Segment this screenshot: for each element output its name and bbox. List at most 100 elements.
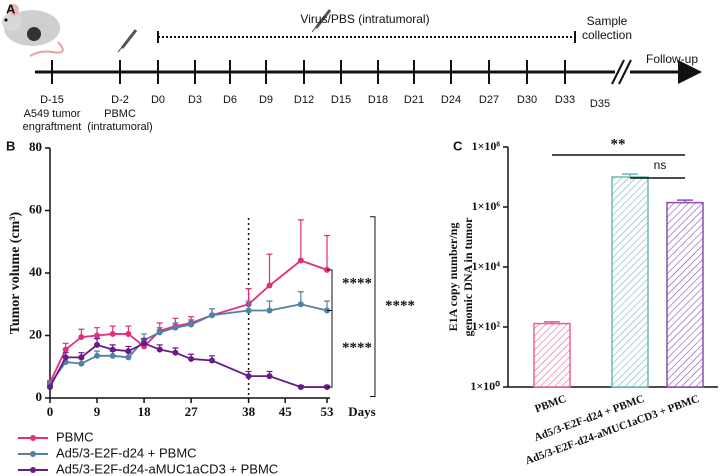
data-point bbox=[266, 307, 273, 314]
x-tick-label: 0 bbox=[47, 404, 54, 419]
data-point bbox=[156, 346, 163, 353]
significance-bracket bbox=[370, 216, 376, 397]
y-tick-label: 1×10⁸ bbox=[472, 139, 501, 153]
data-point bbox=[188, 321, 195, 328]
significance-bracket bbox=[327, 269, 333, 311]
data-point bbox=[141, 340, 148, 347]
data-point bbox=[297, 384, 304, 391]
data-point bbox=[172, 324, 179, 331]
timepoint-label: D30 bbox=[517, 94, 537, 106]
x-tick-label: PBMC bbox=[533, 393, 568, 415]
series-line bbox=[49, 259, 328, 383]
virus-label: Virus/PBS (intratumoral) bbox=[300, 12, 429, 26]
y-tick-label: 80 bbox=[29, 139, 42, 154]
follow-up-label: Follow-up bbox=[646, 52, 698, 66]
significance-label: ** bbox=[611, 136, 626, 152]
timepoint-label: D18 bbox=[368, 94, 388, 106]
data-point bbox=[125, 354, 132, 361]
note: A549 tumor bbox=[24, 108, 81, 120]
y-tick-label: 0 bbox=[36, 389, 43, 404]
significance-label: **** bbox=[342, 276, 372, 292]
data-point bbox=[62, 346, 69, 353]
data-point bbox=[266, 282, 273, 289]
legend-marker bbox=[30, 435, 36, 441]
y-tick-label: 1×10⁰ bbox=[470, 379, 500, 393]
x-tick-label: 38 bbox=[242, 404, 256, 419]
timepoint-label: D27 bbox=[479, 94, 499, 106]
syringe-icon bbox=[311, 9, 332, 33]
panel-label: A bbox=[6, 1, 16, 16]
x-tick-label: 18 bbox=[138, 404, 152, 419]
y-tick-label: 40 bbox=[29, 264, 42, 279]
significance-label: ns bbox=[654, 158, 667, 172]
note: PBMC bbox=[104, 108, 136, 120]
timepoint-label: D35 bbox=[590, 98, 610, 110]
timepoint-label: D9 bbox=[259, 94, 273, 106]
data-point bbox=[62, 354, 69, 361]
significance-label: **** bbox=[385, 298, 415, 314]
axis-break bbox=[618, 59, 632, 85]
note: (intratumoral) bbox=[87, 121, 152, 133]
data-point bbox=[109, 346, 116, 353]
error-bar bbox=[297, 219, 304, 261]
y-tick-label: 60 bbox=[29, 201, 42, 216]
data-point bbox=[47, 384, 53, 391]
syringe-icon bbox=[117, 29, 138, 53]
timepoint-label: D3 bbox=[188, 94, 202, 106]
data-point bbox=[78, 360, 85, 367]
error-bar bbox=[622, 173, 638, 177]
y-tick-label: 1×10² bbox=[472, 319, 501, 333]
data-point bbox=[109, 330, 116, 337]
timepoint-label: D24 bbox=[441, 94, 461, 106]
legend-marker bbox=[30, 451, 36, 457]
data-point bbox=[94, 341, 101, 348]
x-tick-label: 27 bbox=[185, 404, 199, 419]
data-point bbox=[266, 373, 273, 380]
data-point bbox=[94, 332, 101, 339]
data-point bbox=[94, 352, 101, 359]
error-bar bbox=[677, 199, 693, 203]
legend-marker bbox=[30, 467, 36, 473]
timepoint-label: D-2 bbox=[111, 94, 129, 106]
mouse-icon bbox=[2, 4, 64, 57]
data-point bbox=[188, 355, 195, 362]
y-axis-label: genomic DNA in tumor bbox=[461, 217, 475, 337]
series-line bbox=[49, 342, 327, 388]
data-point bbox=[172, 349, 179, 356]
data-point bbox=[297, 257, 304, 264]
axis-break bbox=[611, 59, 625, 85]
timepoint-label: D0 bbox=[151, 94, 165, 106]
panel-label: C bbox=[453, 138, 463, 153]
y-axis-label: E1A copy number/ng bbox=[446, 223, 460, 332]
error-bar bbox=[324, 234, 330, 270]
data-point bbox=[209, 357, 216, 364]
bar bbox=[611, 176, 649, 388]
data-point bbox=[125, 348, 132, 355]
timepoint-label: D12 bbox=[294, 94, 314, 106]
sample-label: Sample bbox=[587, 14, 628, 28]
data-point bbox=[297, 301, 304, 308]
bar bbox=[533, 322, 571, 388]
y-tick-label: 1×10⁶ bbox=[472, 199, 501, 213]
data-point bbox=[209, 312, 216, 319]
data-point bbox=[125, 330, 132, 337]
timepoint-label: D21 bbox=[404, 94, 424, 106]
timepoint-label: D33 bbox=[555, 94, 575, 106]
error-bar bbox=[266, 253, 273, 286]
legend-label: Ad5/3-E2F-d24-aMUC1aCD3 + PBMC bbox=[56, 461, 278, 476]
timepoint-label: D6 bbox=[223, 94, 237, 106]
legend-label: PBMC bbox=[56, 429, 94, 444]
y-axis-label: Tumor volume (cm³) bbox=[8, 211, 23, 334]
x-tick-label: 45 bbox=[279, 404, 293, 419]
data-point bbox=[245, 373, 252, 380]
significance-bracket bbox=[327, 310, 333, 388]
y-tick-label: 1×10⁴ bbox=[472, 259, 501, 273]
x-axis-label: Days bbox=[348, 404, 375, 419]
note: engraftment bbox=[23, 121, 82, 133]
bar bbox=[666, 201, 704, 388]
legend-label: Ad5/3-E2F-d24 + PBMC bbox=[56, 445, 197, 460]
data-point bbox=[78, 354, 85, 361]
error-bar bbox=[544, 320, 560, 324]
x-tick-label: 9 bbox=[94, 404, 101, 419]
sample-label: collection bbox=[582, 28, 632, 42]
